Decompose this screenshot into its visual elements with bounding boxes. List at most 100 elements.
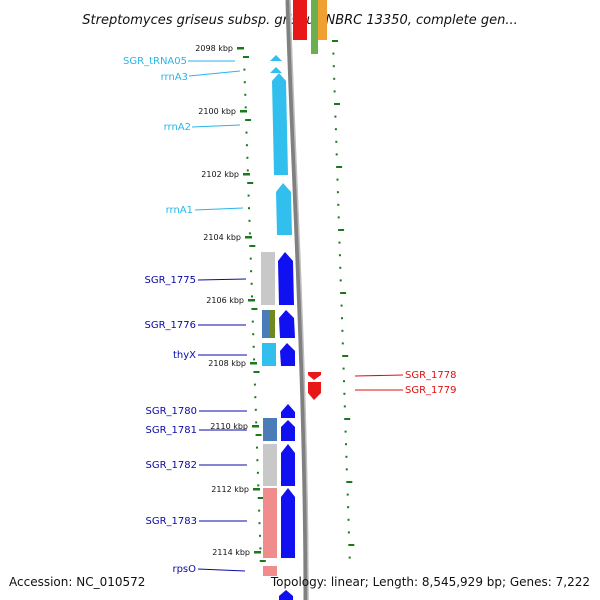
gene-SGR_1779[interactable] (308, 382, 321, 400)
minor-tick-dot (337, 203, 340, 206)
minor-tick-dot (252, 345, 255, 348)
minor-tick-dot (249, 257, 252, 260)
minor-tick-long (251, 308, 258, 310)
label-SGR_1782[interactable]: SGR_1782 (146, 460, 198, 471)
leader-SGR_1775 (197, 278, 247, 281)
minor-tick-dot (251, 320, 254, 323)
tick-mark (252, 425, 259, 428)
label-SGR_tRNA05[interactable]: SGR_tRNA05 (123, 56, 187, 67)
leader-rrnA1 (194, 207, 244, 211)
gene-SGR_1775[interactable] (278, 252, 294, 305)
minor-tick-dot (345, 455, 348, 458)
gene-labels: SGR_tRNA05 rrnA3 rrnA2 rrnA1 SGR_1775 SG… (123, 56, 456, 575)
offscreen-top-genes (293, 0, 327, 54)
gene-block-red-top[interactable] (293, 0, 307, 40)
minor-tick-dot (347, 531, 350, 534)
gene-SGR_1780[interactable] (281, 404, 295, 418)
minor-tick-dot (254, 408, 257, 411)
minor-tick-dot (347, 518, 350, 521)
label-rrnA1[interactable]: rrnA1 (166, 205, 193, 216)
minor-tick-dot (244, 93, 247, 96)
label-SGR_1778[interactable]: SGR_1778 (405, 370, 457, 381)
minor-tick-dot (251, 295, 253, 298)
gene-SGR_1783[interactable] (281, 488, 295, 558)
minor-tick-dot (248, 232, 251, 235)
tick-label: 2102 kbp (201, 170, 239, 179)
forward-strand-track (270, 55, 295, 600)
gene-SGR_1782[interactable] (281, 444, 295, 486)
minor-tick-dot (332, 65, 335, 68)
gene-SGR_tRNA05[interactable] (270, 55, 282, 61)
label-SGR_1783[interactable]: SGR_1783 (146, 516, 198, 527)
label-SGR_1781[interactable]: SGR_1781 (146, 425, 198, 436)
minor-tick-dot (248, 207, 250, 210)
gene-rrnA2[interactable] (272, 73, 288, 175)
label-SGR_1776[interactable]: SGR_1776 (145, 320, 197, 331)
cog-block-thyX[interactable] (262, 343, 276, 366)
tick-label: 2112 kbp (211, 485, 249, 494)
minor-tick-long (338, 229, 345, 231)
label-SGR_1775[interactable]: SGR_1775 (145, 275, 197, 286)
gene-SGR_1778[interactable] (308, 372, 321, 380)
label-rpsO[interactable]: rpsO (172, 564, 196, 575)
gene-block-green-top[interactable] (311, 0, 318, 54)
gene-block-orange-top[interactable] (318, 0, 327, 40)
tick-mark (248, 299, 255, 302)
label-SGR_1780[interactable]: SGR_1780 (146, 406, 198, 417)
leader-rrnA3 (188, 70, 241, 77)
minor-tick-long (243, 56, 249, 58)
minor-tick-dot (332, 52, 335, 55)
cog-block-SGR_1776-a[interactable] (262, 310, 269, 338)
minor-tick-dot (259, 547, 262, 550)
minor-tick-dot (339, 279, 342, 282)
label-SGR_1779[interactable]: SGR_1779 (405, 385, 457, 396)
minor-ticks-left (243, 56, 266, 562)
minor-tick-dot (243, 68, 246, 71)
minor-tick-long (336, 166, 343, 168)
gene-thyX[interactable] (280, 343, 295, 366)
minor-tick-dot (333, 77, 336, 80)
label-leader-lines (188, 60, 404, 572)
minor-tick-dot (250, 282, 253, 285)
minor-tick-dot (253, 383, 256, 386)
cog-block-rpsO[interactable] (263, 566, 277, 576)
cog-block-SGR_1781[interactable] (263, 418, 277, 441)
minor-tick-long (346, 481, 353, 483)
tick-2104: 2104 kbp (203, 233, 252, 242)
minor-tick-long (249, 245, 256, 247)
cog-block-SGR_1782[interactable] (263, 444, 277, 486)
tick-mark (237, 47, 244, 50)
label-rrnA3[interactable]: rrnA3 (161, 72, 188, 83)
label-rrnA2[interactable]: rrnA2 (164, 122, 191, 133)
tick-2098: 2098 kbp (195, 44, 244, 53)
minor-tick-dot (339, 266, 342, 269)
minor-tick-dot (256, 459, 259, 462)
label-thyX[interactable]: thyX (173, 350, 196, 361)
gene-SGR_1776[interactable] (279, 310, 295, 338)
minor-tick-dot (345, 443, 347, 446)
minor-tick-dot (243, 81, 246, 84)
gene-SGR_1781[interactable] (281, 420, 295, 441)
minor-tick-dot (259, 534, 261, 537)
tick-2102: 2102 kbp (201, 170, 250, 179)
tick-2108: 2108 kbp (208, 359, 257, 368)
minor-tick-long (253, 371, 260, 373)
gene-rrnA3[interactable] (270, 67, 282, 73)
gene-rpsO[interactable] (279, 590, 293, 600)
tick-mark (245, 236, 252, 239)
cog-block-SGR_1783[interactable] (263, 488, 277, 558)
tick-label: 2114 kbp (212, 548, 250, 557)
tick-mark (243, 173, 250, 176)
minor-tick-dot (245, 144, 248, 147)
gene-rrnA1[interactable] (276, 183, 292, 235)
minor-tick-dot (254, 396, 257, 399)
minor-tick-dot (252, 333, 255, 336)
minor-tick-dot (245, 131, 248, 134)
minor-tick-long (247, 182, 254, 184)
minor-tick-dot (343, 380, 345, 383)
cog-block-SGR_1776-b[interactable] (269, 310, 275, 338)
minor-tick-long (340, 292, 347, 294)
cog-block-SGR_1775[interactable] (261, 252, 275, 305)
minor-tick-dot (248, 219, 251, 222)
chromosome-backbone (285, 0, 309, 600)
